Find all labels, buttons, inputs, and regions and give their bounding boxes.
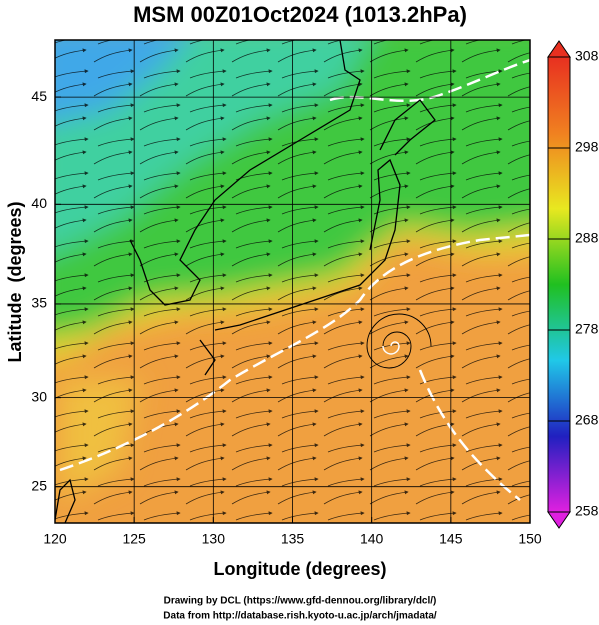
colorbar-tick-label: 258 — [575, 503, 599, 519]
x-tick-label: 120 — [43, 531, 67, 547]
x-tick-label: 130 — [202, 531, 226, 547]
colorbar-extend-bottom — [547, 511, 571, 529]
plot-frame — [54, 39, 531, 524]
colorbar-tick-label: 278 — [575, 321, 599, 337]
x-axis-label: Longitude (degrees) — [213, 559, 386, 579]
colorbar-body — [547, 56, 571, 513]
colorbar-tick-label: 268 — [575, 412, 599, 428]
footer-line: Data from http://database.rish.kyoto-u.a… — [163, 611, 437, 622]
y-tick-label: 30 — [31, 388, 47, 404]
y-axis-label: Latitude (degrees) — [5, 201, 25, 362]
y-tick-label: 25 — [31, 477, 47, 493]
x-tick-label: 140 — [360, 531, 384, 547]
colorbar-extend-top — [547, 40, 571, 58]
x-tick-label: 145 — [439, 531, 463, 547]
colorbar-tick-label: 308 — [575, 48, 599, 64]
chart-title: MSM 00Z01Oct2024 (1013.2hPa) — [133, 2, 467, 27]
y-tick-label: 40 — [31, 195, 47, 211]
colorbar-tick-label: 288 — [575, 230, 599, 246]
y-tick-label: 45 — [31, 88, 47, 104]
y-tick-label: 35 — [31, 295, 47, 311]
x-tick-label: 135 — [281, 531, 305, 547]
colorbar: 258 268 278 288 298 308 — [547, 40, 599, 529]
x-tick-label: 125 — [122, 531, 146, 547]
temperature-field — [55, 40, 530, 523]
footer-line: Drawing by DCL (https://www.gfd-dennou.o… — [164, 596, 437, 607]
colorbar-tick-label: 298 — [575, 139, 599, 155]
x-tick-label: 150 — [518, 531, 542, 547]
